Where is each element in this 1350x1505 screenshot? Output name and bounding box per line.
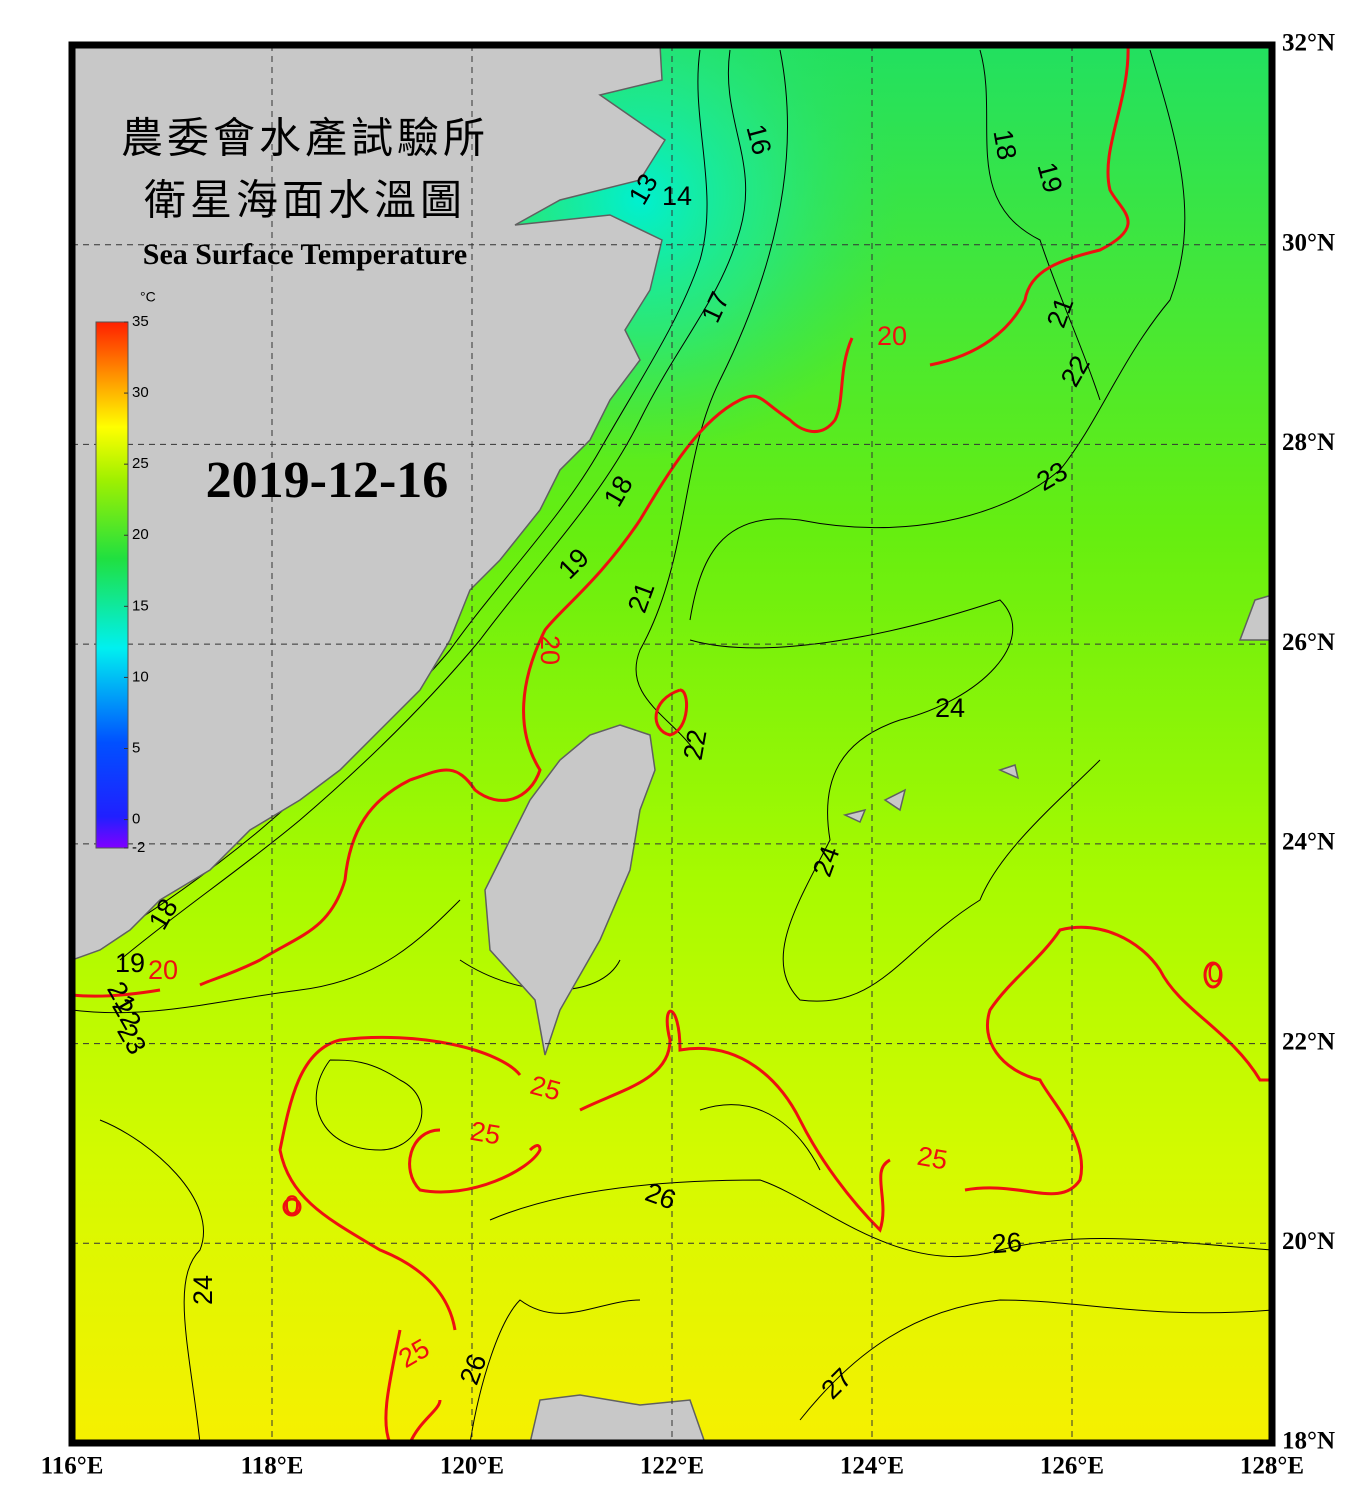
- isotherm: [99, 1119, 204, 1443]
- map-frame: [68, 41, 1276, 1447]
- contour-label: 25: [915, 1141, 950, 1176]
- isotherm: [689, 599, 1101, 1002]
- subtitle: Sea Surface Temperature: [143, 238, 467, 271]
- contour-label: 25: [468, 1116, 503, 1151]
- colorbar-tick-label: 25: [132, 455, 149, 472]
- colorbar-tick-label: 0: [132, 811, 140, 828]
- contour-label: 20: [877, 321, 907, 351]
- contour-label: 0: [1207, 958, 1222, 988]
- contour-label: 24: [935, 693, 965, 723]
- isotherm-25: [278, 1035, 522, 1331]
- isotherm: [699, 1104, 821, 1171]
- x-tick-label: 122°E: [640, 1453, 704, 1480]
- contour-label: 19: [115, 948, 145, 978]
- isotherm: [489, 1179, 1272, 1258]
- isotherm: [89, 49, 708, 951]
- contour-label: 24: [188, 1275, 218, 1305]
- isotherm-25: [579, 1009, 891, 1233]
- isotherm-20: [929, 45, 1130, 367]
- isotherms-highlight: [72, 45, 1272, 1443]
- isotherm-20: [199, 337, 854, 987]
- colorbar-tick-label: 5: [132, 739, 140, 756]
- islands: [842, 764, 1020, 824]
- isotherm-25: [964, 925, 1272, 1196]
- mainland-china: [72, 45, 667, 961]
- isotherm-25: [408, 1128, 542, 1194]
- isotherm-20: [1203, 961, 1223, 989]
- y-tick-label: 26°N: [1282, 629, 1335, 656]
- title-line2: 衛星海面水溫圖: [144, 179, 466, 225]
- isotherm: [799, 1299, 1272, 1421]
- isotherm: [469, 1299, 641, 1443]
- isotherm-20: [654, 688, 689, 737]
- contour-label: 26: [991, 1227, 1024, 1260]
- colorbar-unit: °C: [140, 289, 156, 305]
- contour-label: 18: [987, 127, 1022, 162]
- land: [72, 45, 1272, 1443]
- isotherm: [72, 899, 461, 1014]
- x-tick-label: 118°E: [241, 1453, 304, 1480]
- colorbar-tick-label: 20: [132, 526, 149, 543]
- x-tick-label: 126°E: [1040, 1453, 1104, 1480]
- y-tick-label: 30°N: [1282, 229, 1335, 256]
- island: [1238, 594, 1272, 641]
- contour-label: 22: [678, 727, 713, 762]
- isotherm: [689, 49, 1186, 621]
- y-tick-label: 20°N: [1282, 1228, 1335, 1255]
- colorbar-tick-label: 30: [132, 384, 149, 401]
- colorbar-tick-label: 15: [132, 597, 149, 614]
- isotherm: [979, 49, 1101, 401]
- taiwan: [484, 724, 656, 1056]
- isotherm: [635, 49, 788, 761]
- title-line1: 農委會水產試驗所: [121, 116, 489, 163]
- x-tick-label: 124°E: [840, 1453, 904, 1480]
- y-tick-label: 28°N: [1282, 429, 1335, 456]
- x-tick-label: 128°E: [1240, 1453, 1304, 1480]
- date: 2019-12-16: [206, 452, 449, 509]
- colorbar-tick-label: -2: [132, 839, 145, 856]
- colorbar-tick-label: 10: [132, 668, 149, 685]
- luzon: [529, 1394, 706, 1443]
- y-tick-label: 22°N: [1282, 1028, 1335, 1055]
- contour-label: 0: [284, 1190, 299, 1220]
- y-tick-label: 24°N: [1282, 829, 1335, 856]
- contour-label: 20: [148, 955, 178, 985]
- isotherm: [119, 49, 747, 961]
- x-tick-label: 120°E: [440, 1453, 504, 1480]
- isotherm-25: [282, 1197, 302, 1217]
- colorbar-tick-label: 35: [132, 313, 149, 330]
- contour-label: 20: [535, 635, 565, 665]
- colorbar: [95, 321, 129, 849]
- isotherm-20: [72, 988, 161, 998]
- contour-label: 14: [662, 181, 692, 211]
- isotherm: [315, 1059, 423, 1151]
- y-tick-label: 32°N: [1282, 30, 1335, 57]
- y-tick-label: 18°N: [1282, 1428, 1335, 1455]
- x-tick-label: 116°E: [41, 1453, 104, 1480]
- isotherm-25: [384, 1329, 442, 1443]
